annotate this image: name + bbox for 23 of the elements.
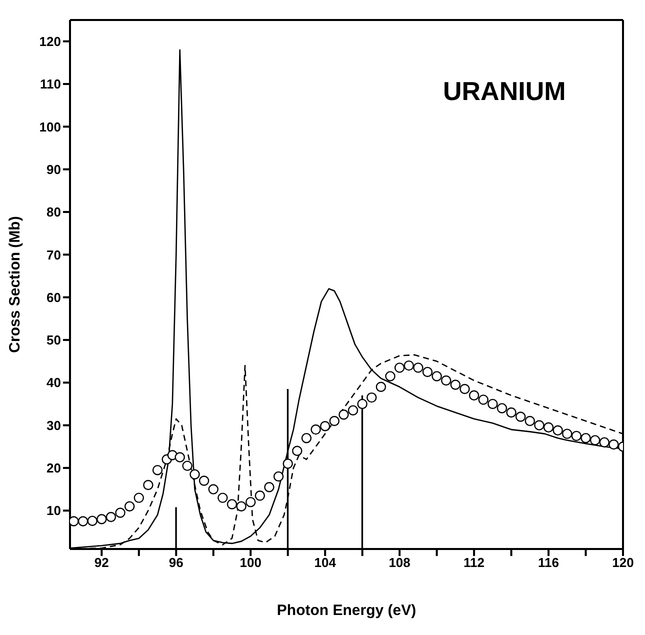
y-tick-label: 80 — [46, 204, 61, 220]
x-tick-label: 112 — [464, 555, 485, 570]
y-axis-title: Cross Section (Mb) — [6, 216, 24, 353]
y-tick-label: 100 — [39, 119, 61, 134]
y-tick-label: 50 — [46, 332, 61, 348]
x-tick-label: 108 — [388, 555, 410, 570]
y-tick-label: 60 — [46, 290, 61, 305]
x-tick-label: 100 — [240, 555, 262, 570]
y-tick-label: 120 — [39, 34, 61, 49]
x-axis-title: Photon Energy (eV) — [276, 602, 416, 619]
annotation: URANIUM — [443, 76, 566, 107]
y-tick-label: 110 — [40, 76, 61, 92]
y-tick-label: 70 — [46, 247, 61, 262]
y-tick-label: 20 — [46, 460, 61, 476]
x-tick-label: 104 — [314, 555, 337, 570]
x-tick-label: 120 — [612, 555, 634, 570]
x-tick-label: 92 — [94, 555, 109, 570]
x-tick-label: 116 — [538, 555, 560, 570]
x-tick-label: 96 — [168, 555, 184, 570]
y-tick-label: 10 — [46, 503, 61, 518]
y-tick-label: 90 — [46, 162, 61, 177]
y-tick-label: 30 — [46, 418, 61, 433]
y-tick-label: 40 — [46, 375, 61, 390]
